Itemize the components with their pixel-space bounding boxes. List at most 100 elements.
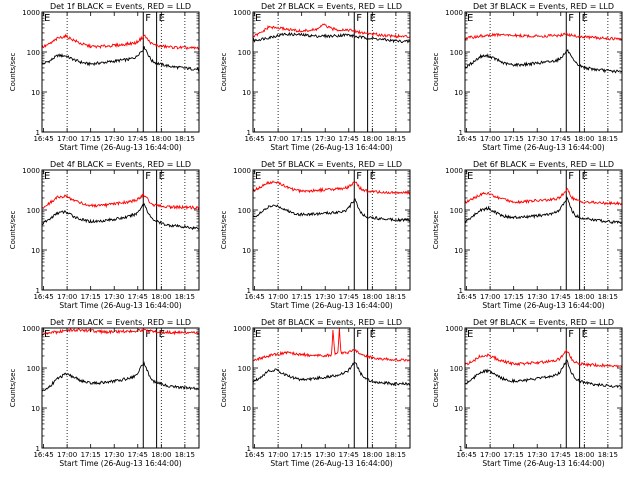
x-tick-label: 17:00 xyxy=(268,451,288,459)
marker-label: F xyxy=(145,13,151,24)
panel-title: Det 6f BLACK = Events, RED = LLD xyxy=(473,160,614,169)
x-tick-label: 18:00 xyxy=(362,293,382,301)
marker-label: E xyxy=(255,171,261,182)
marker-label: F xyxy=(568,329,574,340)
x-tick-label: 16:45 xyxy=(456,451,476,459)
series-lld-line xyxy=(252,180,411,195)
x-tick-label: 17:30 xyxy=(527,135,547,143)
marker-label: E xyxy=(159,329,165,340)
x-tick-label: 17:30 xyxy=(104,451,124,459)
marker-label: E xyxy=(467,329,473,340)
y-tick-label: 10 xyxy=(242,247,251,255)
x-tick-label: 17:15 xyxy=(504,451,524,459)
series-lld-line xyxy=(41,328,200,336)
x-tick-label: 17:45 xyxy=(128,293,148,301)
series-lld-line xyxy=(252,328,411,362)
x-tick-label: 16:45 xyxy=(244,293,264,301)
x-tick-label: 18:15 xyxy=(598,451,618,459)
marker-label: E xyxy=(370,171,376,182)
y-axis-label: Counts/sec xyxy=(220,211,228,250)
x-tick-label: 17:45 xyxy=(128,135,148,143)
x-tick-label: 17:30 xyxy=(104,293,124,301)
y-axis-label: Counts/sec xyxy=(9,369,17,408)
x-tick-label: 16:45 xyxy=(456,135,476,143)
series-lld-line xyxy=(41,193,200,211)
x-tick-label: 17:30 xyxy=(104,135,124,143)
x-tick-label: 18:15 xyxy=(175,293,195,301)
y-tick-label: 1000 xyxy=(22,9,40,17)
marker-label: E xyxy=(582,13,588,24)
marker-label: F xyxy=(356,13,362,24)
y-tick-label: 10 xyxy=(454,247,463,255)
panel-title: Det 9f BLACK = Events, RED = LLD xyxy=(473,318,614,327)
plot-frame xyxy=(252,327,411,449)
y-tick-label: 1000 xyxy=(445,9,463,17)
marker-label: E xyxy=(370,13,376,24)
x-tick-label: 17:30 xyxy=(315,451,335,459)
plot-frame xyxy=(464,169,623,291)
panel-title: Det 8f BLACK = Events, RED = LLD xyxy=(261,318,402,327)
y-tick-label: 1 xyxy=(459,445,463,453)
y-tick-label: 1000 xyxy=(445,167,463,175)
y-tick-label: 1 xyxy=(36,287,40,295)
x-tick-label: 18:15 xyxy=(386,451,406,459)
y-tick-label: 10 xyxy=(31,247,40,255)
series-lld-line xyxy=(41,33,200,51)
x-tick-label: 17:45 xyxy=(339,293,359,301)
y-tick-label: 1000 xyxy=(22,167,40,175)
series-lld-line xyxy=(464,348,623,368)
x-tick-label: 16:45 xyxy=(244,451,264,459)
plot-frame xyxy=(252,11,411,133)
x-tick-label: 18:15 xyxy=(386,293,406,301)
y-axis-label: Counts/sec xyxy=(220,53,228,92)
y-tick-label: 1000 xyxy=(233,9,251,17)
series-events-line xyxy=(41,361,200,392)
series-events-line xyxy=(464,48,622,74)
x-axis-label: Start Time (26-Aug-13 16:44:00) xyxy=(59,301,181,310)
x-tick-label: 18:00 xyxy=(362,135,382,143)
x-tick-label: 16:45 xyxy=(33,135,53,143)
y-tick-label: 100 xyxy=(450,49,463,57)
y-tick-label: 1000 xyxy=(22,325,40,333)
marker-label: E xyxy=(370,329,376,340)
x-tick-label: 17:45 xyxy=(339,451,359,459)
x-tick-label: 17:15 xyxy=(292,451,312,459)
x-axis-label: Start Time (26-Aug-13 16:44:00) xyxy=(59,459,181,468)
plot-frame xyxy=(464,11,623,133)
x-tick-label: 17:45 xyxy=(551,135,571,143)
y-tick-label: 1 xyxy=(459,129,463,137)
x-tick-label: 17:00 xyxy=(480,135,500,143)
x-tick-label: 17:45 xyxy=(128,451,148,459)
y-tick-label: 10 xyxy=(31,405,40,413)
y-tick-label: 100 xyxy=(238,207,251,215)
y-tick-label: 100 xyxy=(27,49,40,57)
series-lld-line xyxy=(464,32,623,41)
x-tick-label: 17:30 xyxy=(527,451,547,459)
plot-frame xyxy=(41,169,200,291)
series-events-line xyxy=(464,359,623,389)
y-tick-label: 100 xyxy=(27,365,40,373)
x-axis-label: Start Time (26-Aug-13 16:44:00) xyxy=(270,143,392,152)
marker-label: F xyxy=(145,171,151,182)
x-tick-label: 17:00 xyxy=(57,293,77,301)
x-tick-label: 18:15 xyxy=(175,135,195,143)
series-lld-line xyxy=(252,23,411,39)
x-tick-label: 17:00 xyxy=(57,451,77,459)
y-tick-label: 1 xyxy=(247,445,251,453)
x-tick-label: 17:15 xyxy=(292,293,312,301)
x-tick-label: 16:45 xyxy=(33,451,53,459)
x-tick-label: 17:15 xyxy=(504,293,524,301)
marker-label: E xyxy=(582,329,588,340)
x-axis-label: Start Time (26-Aug-13 16:44:00) xyxy=(270,301,392,310)
plot-frame xyxy=(41,327,200,449)
x-tick-label: 18:15 xyxy=(598,293,618,301)
x-axis-label: Start Time (26-Aug-13 16:44:00) xyxy=(482,301,604,310)
plot-frame xyxy=(464,327,623,449)
y-axis-label: Counts/sec xyxy=(432,369,440,408)
y-tick-label: 100 xyxy=(450,365,463,373)
series-events-line xyxy=(41,202,200,231)
marker-label: F xyxy=(356,329,362,340)
y-tick-label: 1000 xyxy=(445,325,463,333)
x-tick-label: 18:00 xyxy=(151,293,171,301)
